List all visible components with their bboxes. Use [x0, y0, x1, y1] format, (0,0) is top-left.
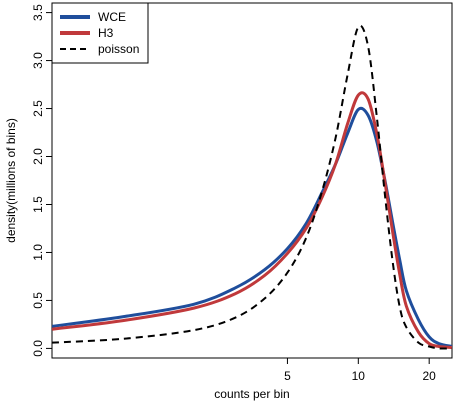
y-tick-label: 3.5 — [31, 4, 45, 21]
x-axis: 5 10 20 — [284, 358, 436, 383]
y-tick-label: 1.5 — [31, 196, 45, 213]
plot-border — [51, 2, 453, 359]
y-axis: 0.0 0.5 1.0 1.5 2.0 2.5 3.0 3.5 — [31, 4, 52, 357]
x-tick-label: 5 — [284, 369, 291, 383]
legend-label-h3: H3 — [98, 26, 114, 40]
legend: WCE H3 poisson — [51, 2, 149, 64]
series-line-poisson — [52, 24, 452, 350]
y-tick-label: 1.0 — [31, 244, 45, 261]
series-layer — [52, 24, 452, 350]
series-line-h3 — [52, 91, 452, 349]
x-tick-label: 20 — [423, 369, 437, 383]
x-axis-title: counts per bin — [214, 387, 289, 401]
y-tick-label: 0.5 — [31, 292, 45, 309]
series-line-wce — [52, 106, 452, 348]
y-axis-title: density(millions of bins) — [4, 118, 18, 243]
y-tick-label: 2.5 — [31, 100, 45, 117]
plot-frame — [51, 2, 453, 359]
legend-label-wce: WCE — [98, 10, 126, 24]
x-tick-label: 10 — [352, 369, 366, 383]
y-tick-label: 3.0 — [31, 52, 45, 69]
y-tick-label: 2.0 — [31, 148, 45, 165]
y-tick-label: 0.0 — [31, 340, 45, 357]
legend-label-poisson: poisson — [98, 42, 139, 56]
